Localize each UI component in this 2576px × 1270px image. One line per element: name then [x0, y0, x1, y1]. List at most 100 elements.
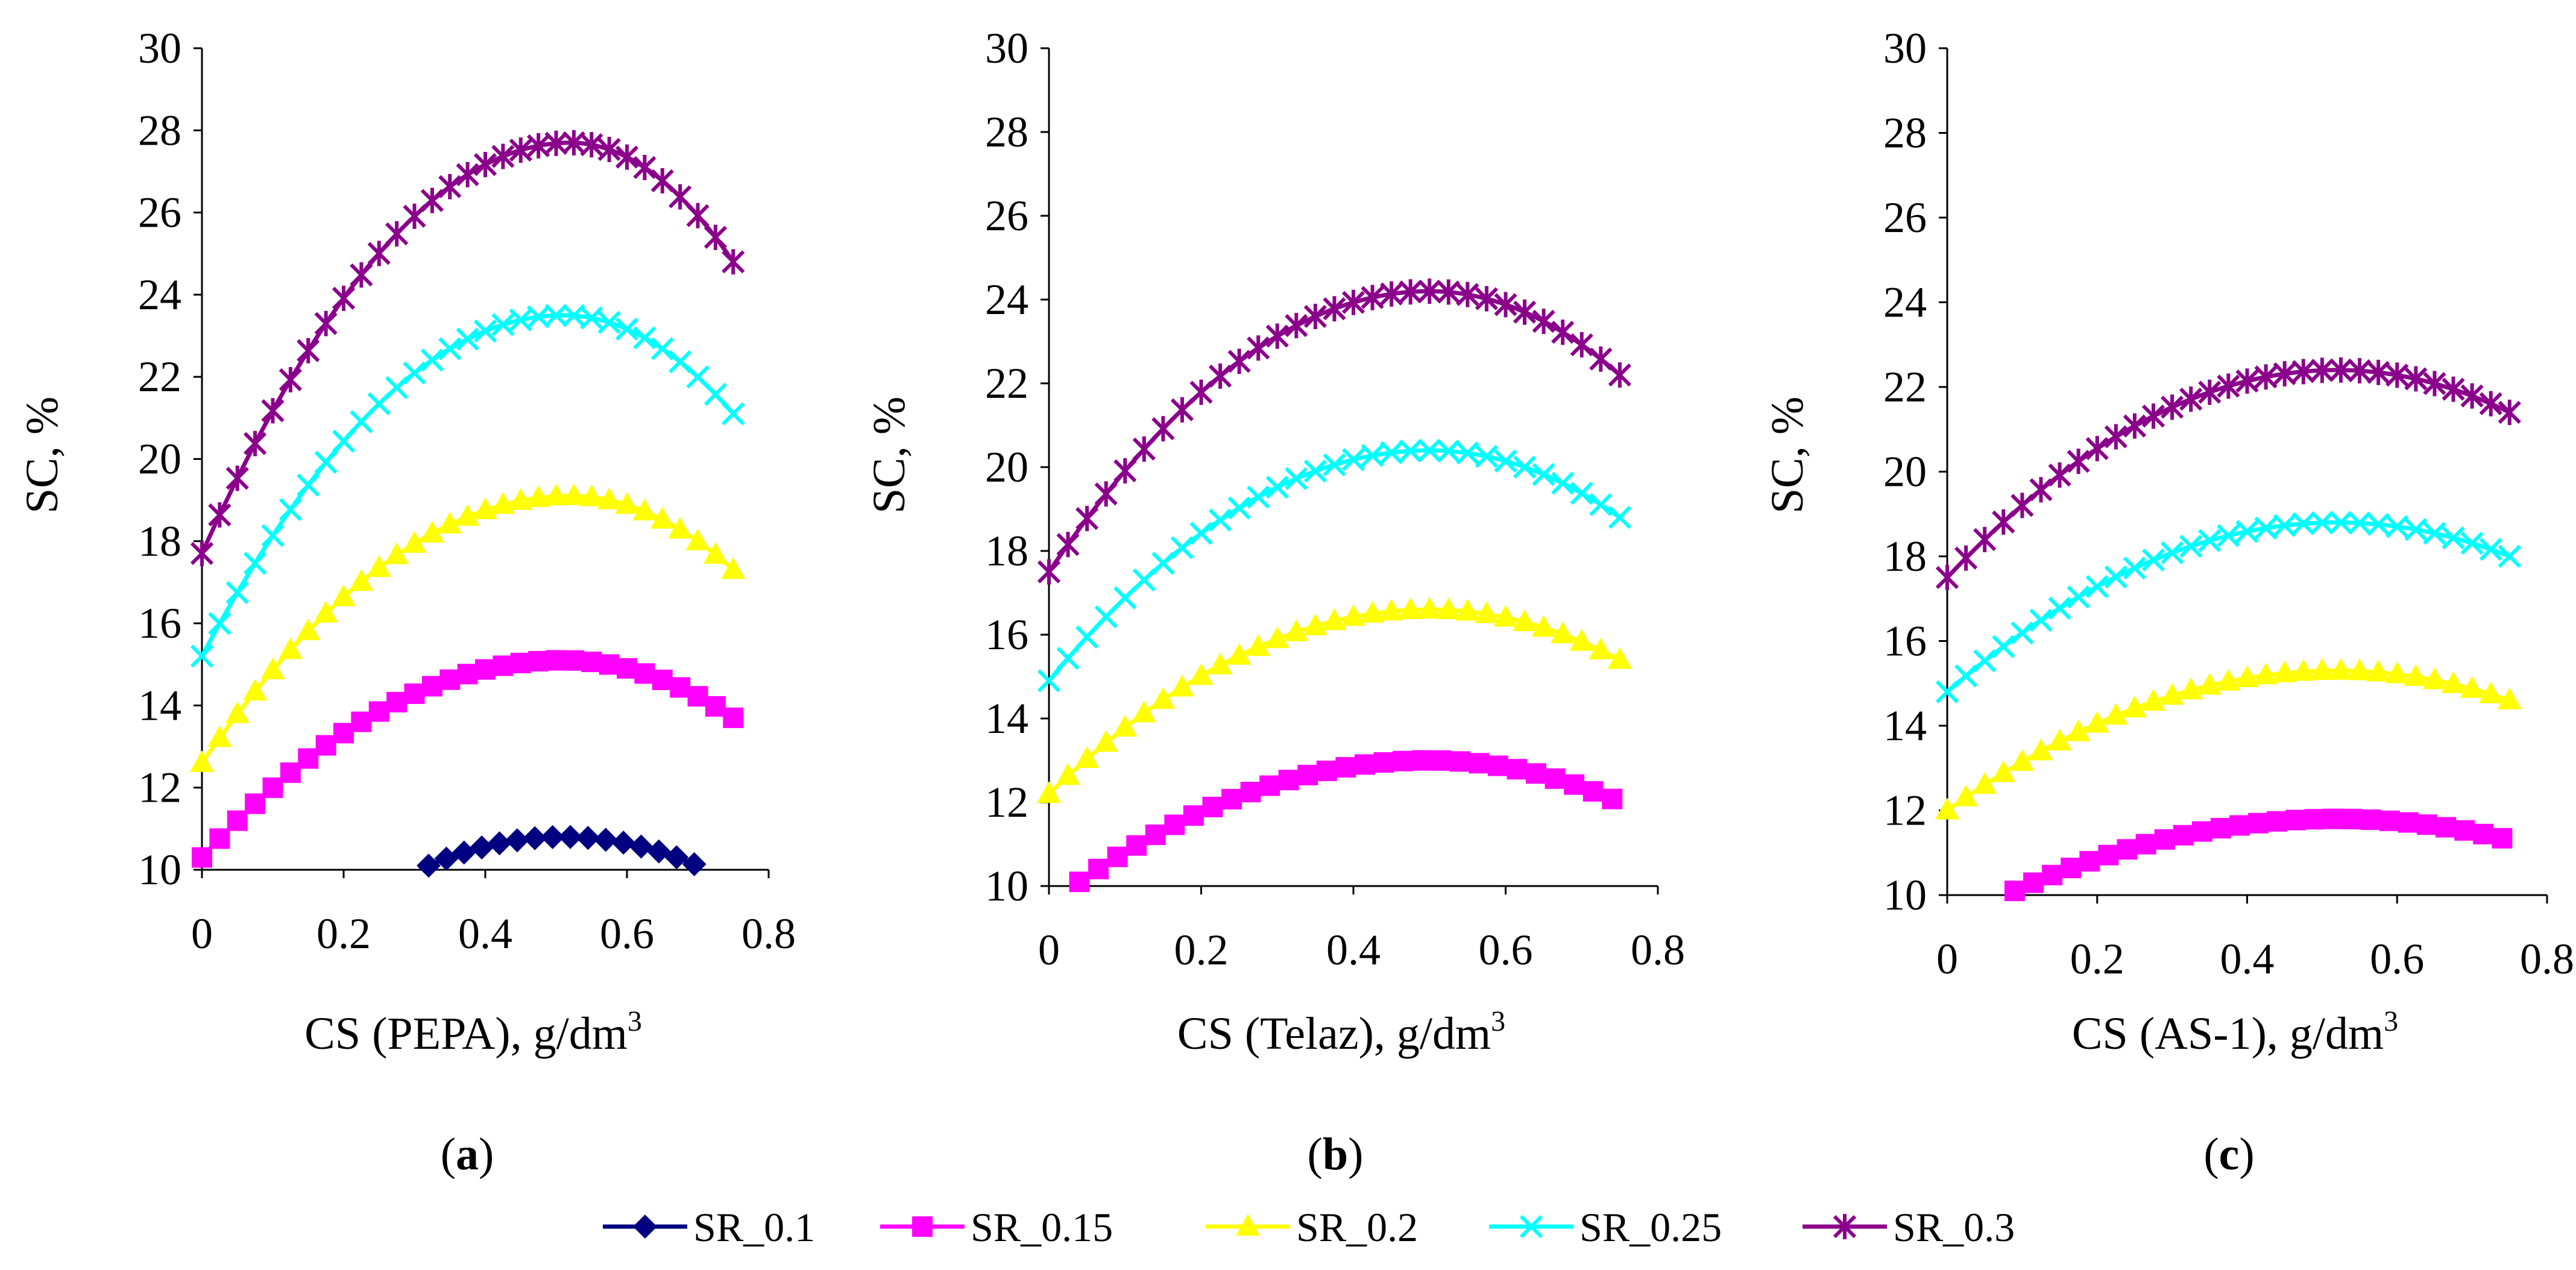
data-point	[650, 337, 674, 360]
data-point	[1323, 453, 1346, 477]
series-SR_0-3	[1935, 357, 2521, 591]
data-point	[1545, 768, 1566, 789]
data-point	[2348, 658, 2372, 681]
data-point	[1411, 750, 1432, 771]
data-point	[2085, 436, 2109, 462]
y-tick-label: 10	[138, 846, 181, 894]
data-point	[2423, 521, 2446, 545]
data-point	[1437, 279, 1460, 305]
data-point	[1132, 568, 1156, 592]
data-point	[650, 168, 674, 193]
data-point	[1589, 493, 1613, 517]
data-point	[1341, 289, 1365, 315]
data-point	[420, 187, 444, 213]
data-point	[2304, 809, 2325, 830]
data-point	[2235, 520, 2259, 543]
x-axis-title-superscript: 3	[1491, 1005, 1505, 1037]
data-point	[544, 483, 568, 506]
data-point	[508, 488, 533, 510]
data-point	[1056, 647, 1080, 670]
y-tick-label: 20	[138, 435, 181, 483]
x-axis-title: CS (PEPA), g/dm3	[304, 1005, 642, 1059]
data-point	[563, 650, 584, 671]
data-point	[509, 308, 532, 332]
data-point	[332, 429, 356, 453]
data-point	[475, 659, 496, 680]
data-point	[1316, 760, 1337, 781]
data-point	[439, 669, 461, 690]
y-axis-title: SC, %	[1762, 397, 1813, 514]
data-point	[1056, 532, 1080, 558]
data-point	[403, 203, 426, 229]
data-point	[2341, 808, 2363, 829]
data-point	[1113, 586, 1137, 609]
data-point	[1373, 752, 1394, 773]
data-point	[2310, 357, 2334, 383]
data-point	[209, 828, 230, 849]
data-point	[1973, 772, 1997, 794]
data-point	[2385, 661, 2410, 684]
data-point	[2173, 825, 2194, 846]
data-point	[1379, 599, 1404, 621]
data-point	[2179, 386, 2203, 412]
data-point	[1380, 281, 1403, 307]
data-point	[2210, 818, 2231, 839]
data-point	[351, 711, 372, 732]
data-point	[527, 305, 550, 329]
data-point	[558, 825, 582, 849]
data-point	[1551, 621, 1575, 644]
y-tick-label: 30	[985, 24, 1028, 72]
data-point	[580, 306, 603, 330]
data-point	[190, 750, 214, 772]
legend-marker	[1519, 1215, 1543, 1239]
data-point	[2498, 400, 2521, 426]
legend-label: SR_0.25	[1579, 1204, 1722, 1250]
data-point	[1361, 284, 1384, 310]
data-point	[1189, 379, 1213, 405]
y-tick-label: 16	[1883, 617, 1927, 665]
data-point	[670, 677, 691, 698]
x-tick-label: 0.6	[1479, 926, 1533, 974]
data-point	[2217, 524, 2240, 547]
y-tick-label: 24	[1883, 278, 1927, 327]
series-SR_0-25	[1037, 439, 1632, 693]
data-point	[2048, 462, 2071, 488]
data-point	[2004, 880, 2025, 901]
data-point	[208, 502, 231, 528]
data-point	[314, 310, 338, 336]
panel-label-open: (	[1308, 1129, 1323, 1180]
data-point	[1399, 439, 1422, 463]
y-tick-label: 22	[138, 353, 181, 401]
data-point	[1227, 348, 1251, 374]
data-point	[633, 154, 657, 180]
data-point	[2047, 729, 2072, 751]
data-point	[487, 831, 512, 856]
data-point	[561, 483, 586, 505]
data-point	[2285, 809, 2307, 831]
data-point	[2479, 391, 2502, 417]
data-point	[1569, 629, 1594, 651]
data-point	[1247, 485, 1270, 509]
data-point	[1531, 615, 1556, 637]
data-point	[2011, 492, 2034, 518]
data-point	[2398, 812, 2419, 833]
data-point	[722, 249, 745, 275]
data-point	[1954, 545, 1978, 571]
data-point	[1607, 647, 1632, 669]
x-axis-title-text: CS (Telaz), g/dm	[1177, 1008, 1491, 1059]
data-point	[402, 531, 427, 553]
y-tick-label: 26	[138, 189, 181, 237]
data-point	[2267, 811, 2288, 832]
data-point	[349, 569, 374, 591]
data-point	[2079, 850, 2100, 872]
data-point	[244, 552, 267, 575]
data-point	[526, 485, 551, 508]
data-point	[2478, 681, 2503, 703]
data-point	[1208, 508, 1232, 532]
data-point	[1227, 496, 1251, 520]
data-point	[2328, 658, 2353, 680]
x-tick-label: 0	[1038, 926, 1060, 974]
data-point	[491, 313, 515, 336]
data-point	[650, 507, 675, 529]
data-point	[2023, 872, 2044, 893]
